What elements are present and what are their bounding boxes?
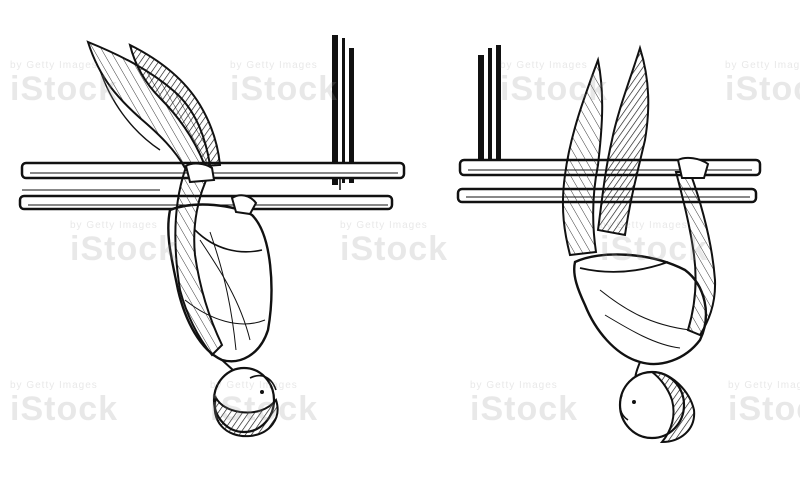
right-figure <box>458 45 760 442</box>
right-bar-post <box>478 45 501 170</box>
left-figure <box>20 35 404 436</box>
right-torso <box>574 254 706 364</box>
left-head <box>214 360 278 436</box>
right-legs <box>563 48 648 255</box>
right-head <box>620 362 694 442</box>
left-legs <box>88 42 220 168</box>
